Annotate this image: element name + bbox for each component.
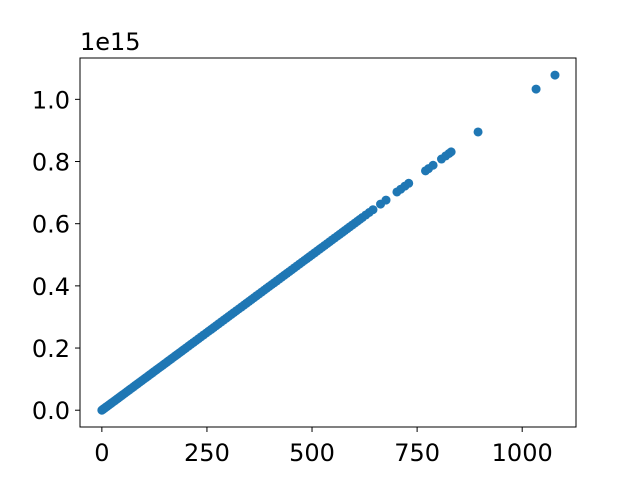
scatter-points (97, 70, 560, 415)
data-point (404, 178, 414, 188)
x-tick-label: 500 (289, 439, 335, 467)
data-point (381, 195, 391, 205)
y-tick-label: 1.0 (32, 86, 70, 114)
x-tick-label: 0 (94, 439, 109, 467)
y-tick-label: 0.4 (32, 273, 70, 301)
data-point (550, 70, 560, 80)
plot-frame (79, 57, 577, 428)
y-tick-label: 0.0 (32, 397, 70, 425)
data-point (531, 84, 541, 94)
y-offset-label: 1e15 (80, 28, 141, 56)
y-tick-label: 0.8 (32, 149, 70, 177)
y-axis-ticks: 0.0 0.2 0.4 0.6 0.8 1.0 (32, 86, 80, 425)
y-tick-label: 0.6 (32, 211, 70, 239)
y-tick-label: 0.2 (32, 335, 70, 363)
x-axis-ticks: 0 250 500 750 1000 (94, 427, 553, 467)
data-point (473, 127, 483, 137)
data-point (446, 147, 456, 157)
data-point (428, 160, 438, 170)
x-tick-label: 250 (184, 439, 230, 467)
data-point (368, 205, 378, 215)
x-tick-label: 750 (394, 439, 440, 467)
x-tick-label: 1000 (492, 439, 553, 467)
